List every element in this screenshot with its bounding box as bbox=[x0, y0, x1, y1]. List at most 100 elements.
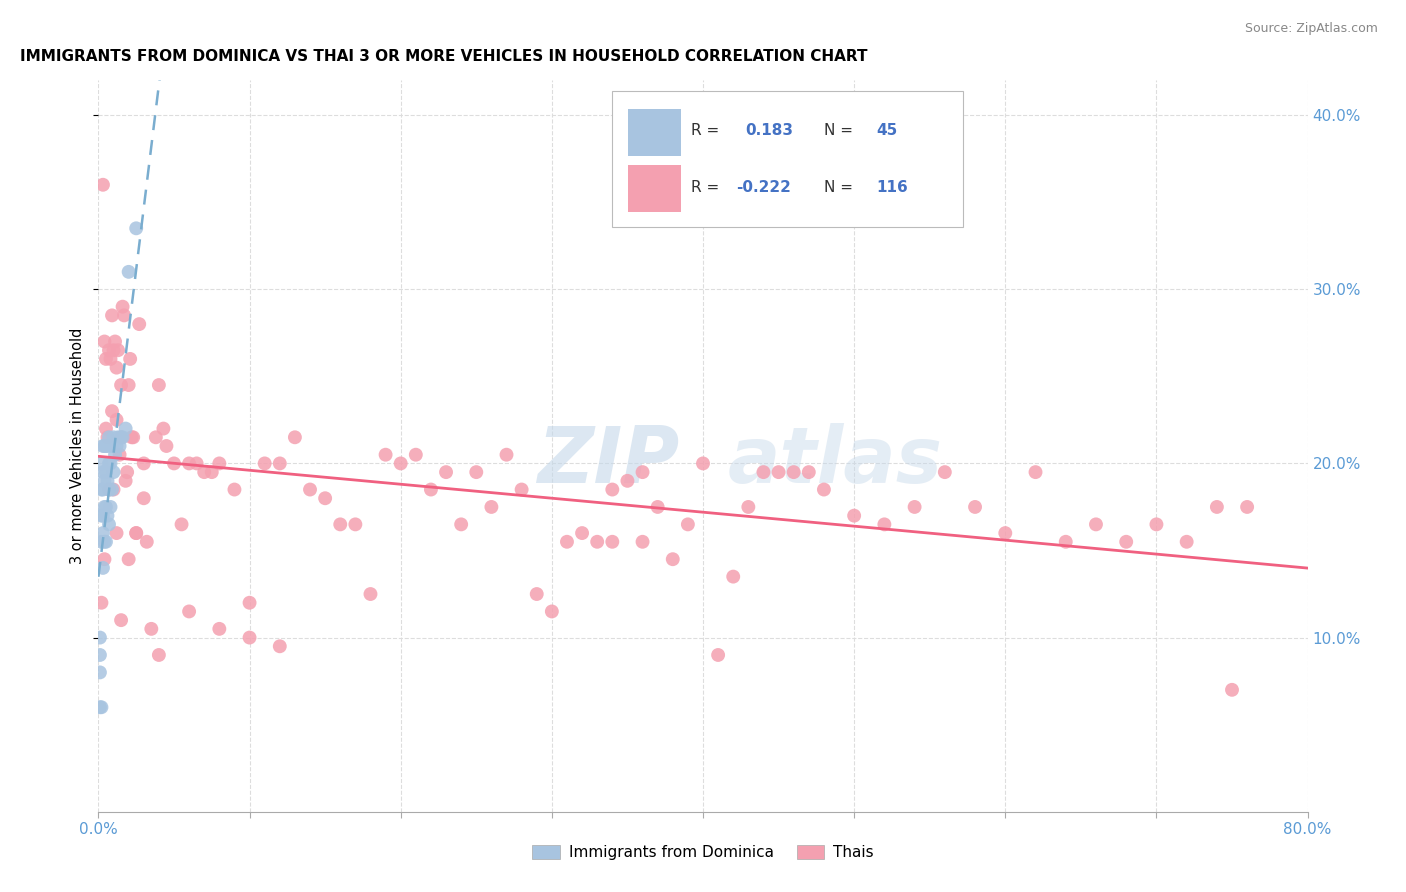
FancyBboxPatch shape bbox=[613, 91, 963, 227]
Point bbox=[107, 430, 129, 444]
Point bbox=[1175, 534, 1198, 549]
Point bbox=[420, 483, 443, 497]
Point bbox=[91, 508, 114, 523]
Point bbox=[110, 430, 132, 444]
Point bbox=[389, 457, 412, 471]
Point bbox=[783, 465, 806, 479]
Point bbox=[100, 457, 122, 471]
Legend: Immigrants from Dominica, Thais: Immigrants from Dominica, Thais bbox=[526, 839, 880, 866]
Point bbox=[98, 430, 121, 444]
Point bbox=[768, 465, 790, 479]
Point bbox=[844, 508, 866, 523]
Point bbox=[148, 648, 170, 662]
Point bbox=[96, 508, 118, 523]
Point bbox=[103, 483, 125, 497]
Point bbox=[105, 526, 128, 541]
Point bbox=[94, 534, 117, 549]
Point bbox=[934, 465, 956, 479]
Point bbox=[96, 439, 118, 453]
Point bbox=[239, 631, 262, 645]
Point bbox=[118, 265, 141, 279]
Point bbox=[89, 700, 111, 714]
Point bbox=[98, 457, 121, 471]
Point bbox=[118, 378, 141, 392]
Point bbox=[118, 552, 141, 566]
Point bbox=[723, 569, 745, 583]
Point bbox=[904, 500, 927, 514]
Point bbox=[90, 596, 112, 610]
Point bbox=[208, 457, 231, 471]
Point bbox=[510, 483, 533, 497]
Point bbox=[208, 622, 231, 636]
Point bbox=[586, 534, 609, 549]
Point bbox=[89, 631, 111, 645]
Text: 45: 45 bbox=[876, 123, 897, 138]
Point bbox=[676, 517, 699, 532]
Point bbox=[450, 517, 472, 532]
Point bbox=[98, 343, 121, 358]
Point bbox=[692, 457, 714, 471]
Point bbox=[94, 439, 117, 453]
Point bbox=[132, 457, 155, 471]
Point bbox=[112, 309, 135, 323]
Point bbox=[495, 448, 517, 462]
Point bbox=[128, 317, 150, 331]
Text: atlas: atlas bbox=[727, 423, 942, 499]
Point bbox=[98, 517, 121, 532]
Point bbox=[98, 483, 121, 497]
Point bbox=[555, 534, 578, 549]
Point bbox=[91, 178, 114, 192]
Point bbox=[752, 465, 775, 479]
Point bbox=[647, 500, 669, 514]
Text: 0.183: 0.183 bbox=[745, 123, 793, 138]
Point bbox=[344, 517, 367, 532]
FancyBboxPatch shape bbox=[628, 109, 682, 155]
Point bbox=[873, 517, 896, 532]
Point bbox=[314, 491, 336, 506]
Point bbox=[965, 500, 987, 514]
Point bbox=[93, 439, 115, 453]
Point bbox=[101, 483, 124, 497]
Point bbox=[93, 500, 115, 514]
Point bbox=[110, 378, 132, 392]
Point bbox=[94, 351, 117, 366]
Point bbox=[122, 430, 145, 444]
Point bbox=[1220, 682, 1243, 697]
Point bbox=[186, 457, 208, 471]
Text: N =: N = bbox=[824, 179, 853, 194]
Point bbox=[103, 343, 125, 358]
Point bbox=[1054, 534, 1077, 549]
Point bbox=[737, 500, 759, 514]
Point bbox=[103, 430, 125, 444]
Point bbox=[661, 552, 683, 566]
Point bbox=[96, 430, 118, 444]
Point bbox=[125, 526, 148, 541]
Point bbox=[93, 334, 115, 349]
Point bbox=[239, 596, 262, 610]
Point bbox=[1115, 534, 1137, 549]
Point bbox=[114, 421, 136, 435]
Point bbox=[1085, 517, 1108, 532]
Point bbox=[89, 665, 111, 680]
Point bbox=[90, 700, 112, 714]
Text: ZIP: ZIP bbox=[537, 423, 679, 499]
Point bbox=[93, 552, 115, 566]
Point bbox=[145, 430, 167, 444]
Point bbox=[405, 448, 427, 462]
Point bbox=[152, 421, 174, 435]
Point bbox=[1236, 500, 1258, 514]
Point bbox=[481, 500, 503, 514]
Y-axis label: 3 or more Vehicles in Household: 3 or more Vehicles in Household bbox=[70, 328, 86, 564]
Point bbox=[253, 457, 276, 471]
FancyBboxPatch shape bbox=[628, 165, 682, 212]
Point bbox=[100, 500, 122, 514]
Point bbox=[360, 587, 382, 601]
Point bbox=[115, 465, 138, 479]
Text: Source: ZipAtlas.com: Source: ZipAtlas.com bbox=[1244, 22, 1378, 36]
Point bbox=[179, 457, 201, 471]
Point bbox=[526, 587, 548, 601]
Point bbox=[93, 534, 115, 549]
Point bbox=[91, 439, 114, 453]
Point bbox=[105, 439, 128, 453]
Point bbox=[374, 448, 396, 462]
